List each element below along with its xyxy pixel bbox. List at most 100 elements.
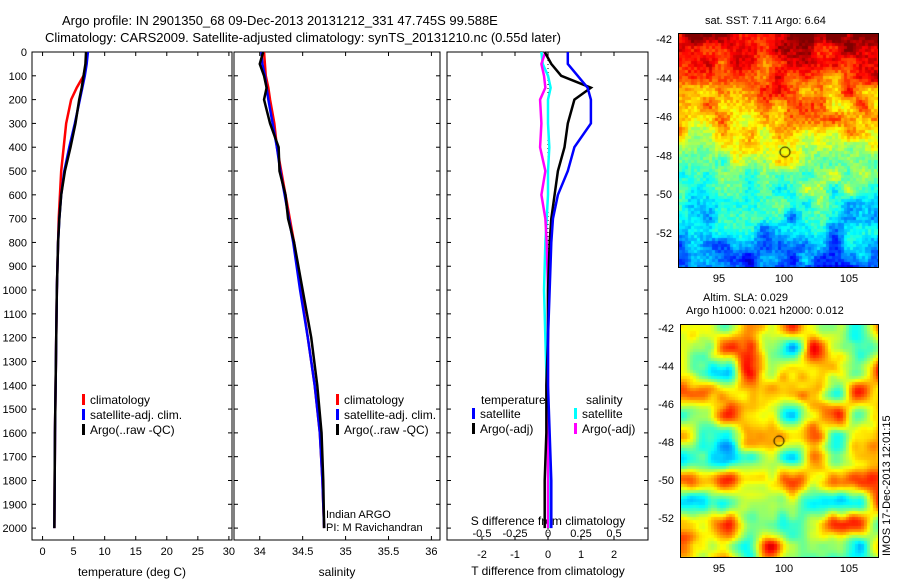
sst-map-lon-label: 95 [713,273,725,285]
series-satellite-adj-clim- [53,51,90,529]
y-tick-label: 900 [9,261,27,273]
sla-map-lat-label: -48 [658,437,674,449]
y-tick-label: 500 [9,166,27,178]
legend-header-salinity: salinity [586,393,623,407]
legend-entry: climatology [90,393,150,407]
y-tick-label: 1300 [3,356,27,368]
sla-map-lat-label: -42 [658,323,674,335]
series-climatology [53,51,89,529]
sla-map [680,324,879,558]
legend-entry: satellite-adj. clim. [90,408,182,422]
x-tick-label: -1 [510,549,520,561]
x-tick-label: 35 [339,546,351,558]
legend-entry: Argo(..raw -QC) [344,423,429,437]
y-tick-label: 1800 [3,475,27,487]
legend-entry: satellite-adj. clim. [344,408,436,422]
y-tick-label: 2000 [3,523,27,535]
legend-entry: Argo(..raw -QC) [90,423,175,437]
s-tick-label: -0.5 [473,528,492,540]
sla-map-title-1: Altim. SLA: 0.029 [703,292,788,304]
legend-entry: satellite [582,407,623,421]
legend-header-temperature: temperature [481,393,546,407]
y-tick-label: 1400 [3,380,27,392]
legend-swatch [336,394,339,405]
legend-swatch [472,423,475,434]
x-tick-label: 35.5 [378,546,399,558]
x-tick-label: 36 [425,546,437,558]
series-argo-raw-qc- [258,51,326,529]
legend-swatch [336,409,339,420]
y-tick-label: 1700 [3,452,27,464]
sla-map-lat-label: -50 [658,475,674,487]
y-tick-label: 200 [9,95,27,107]
series-t-argo [543,51,594,529]
y-tick-label: 300 [9,118,27,130]
title-line-2: Climatology: CARS2009. Satellite-adjuste… [45,30,561,45]
x-tick-label: 1 [578,549,584,561]
sst-map-title: sat. SST: 7.11 Argo: 6.64 [705,15,826,27]
y-tick-label: 400 [9,142,27,154]
y-tick-label: 1500 [3,404,27,416]
x-tick-label: -2 [477,549,487,561]
legend-swatch [336,424,339,435]
x-tick-label: 5 [71,546,77,558]
sst-map-lat-label: -42 [656,34,672,46]
y-tick-label: 1900 [3,499,27,511]
x-tick-label: 2 [611,549,617,561]
y-tick-label: 600 [9,190,27,202]
sst-map-lat-label: -50 [656,189,672,201]
legend-entry: Argo(-adj) [480,422,533,436]
x-axis-label: T difference from climatology [471,564,625,578]
annotation-indian-argo: Indian ARGO [326,509,391,521]
legend-swatch [574,423,577,434]
legend-swatch [82,394,85,405]
legend-entry: Argo(-adj) [582,422,635,436]
sla-map-lon-label: 100 [775,563,793,575]
x-tick-label: 15 [130,546,142,558]
sla-map-lon-label: 105 [840,563,858,575]
sst-map [678,33,879,268]
x-tick-label: 25 [192,546,204,558]
series-t-satellite [546,52,593,529]
s-tick-label: 0 [545,528,551,540]
x-tick-label: 0 [545,549,551,561]
sst-map-lat-label: -48 [656,150,672,162]
imos-timestamp: IMOS 17-Dec-2013 12:01:15 [881,415,893,556]
title-line-1: Argo profile: IN 2901350_68 09-Dec-2013 … [62,13,498,28]
x-tick-label: 0 [39,546,45,558]
legend-entry: climatology [344,393,404,407]
sst-map-lon-label: 100 [775,273,793,285]
x-tick-label: 30 [223,546,235,558]
legend-swatch [574,408,577,419]
y-tick-label: 700 [9,214,27,226]
y-tick-label: 100 [9,71,27,83]
annotation-pi: PI: M Ravichandran [326,522,423,534]
sla-map-lon-label: 95 [713,563,725,575]
x-tick-label: 34 [254,546,266,558]
legend-swatch [82,409,85,420]
axes-frame-1 [31,51,233,541]
y-tick-label: 1100 [3,309,27,321]
x-tick-label: 10 [99,546,111,558]
s-tick-label: -0.25 [502,528,527,540]
sla-map-lat-label: -44 [658,361,674,373]
y-tick-label: 1600 [3,428,27,440]
x-tick-label: 34.5 [292,546,313,558]
y-tick-label: 0 [21,47,27,59]
legend-entry: satellite [480,407,521,421]
y-tick-label: 800 [9,237,27,249]
y-tick-label: 1000 [3,285,27,297]
y-tick-label: 1200 [3,333,27,345]
sst-map-lat-label: -46 [656,112,672,124]
x-axis-label: temperature (deg C) [78,565,186,579]
sla-map-title-2: Argo h1000: 0.021 h2000: 0.012 [686,305,844,317]
sla-map-lat-label: -52 [658,513,674,525]
s-tick-label: 0.5 [606,528,621,540]
sst-map-lon-label: 105 [840,273,858,285]
axes-frame-2 [233,51,441,541]
s-tick-label: 0.25 [570,528,591,540]
x-axis-label: salinity [319,565,356,579]
legend-swatch [472,408,475,419]
sla-map-lat-label: -46 [658,399,674,411]
